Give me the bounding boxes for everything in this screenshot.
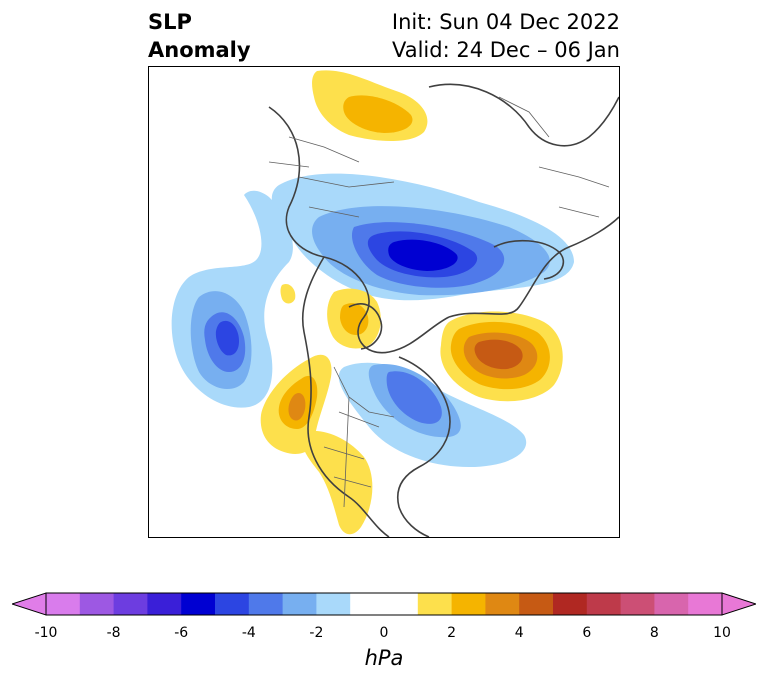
colorbar-segment: [282, 593, 317, 615]
low-anomaly-atlantic: [171, 190, 293, 408]
forecast-dates: Init: Sun 04 Dec 2022 Valid: 24 Dec – 06…: [392, 8, 620, 64]
colorbar-segment: [46, 593, 81, 615]
colorbar-segment: [384, 593, 419, 615]
political-borders: [268, 96, 610, 508]
colorbar-extend-high: [721, 592, 756, 616]
high-anomaly-west-coast: [260, 354, 332, 454]
colorbar-segment: [417, 593, 453, 615]
init-date: Init: Sun 04 Dec 2022: [391, 10, 620, 34]
colorbar-segment: [654, 593, 689, 615]
colorbar-segment: [181, 593, 216, 615]
title-anomaly: Anomaly: [148, 38, 251, 62]
high-anomaly-us: [301, 430, 373, 535]
colorbar-tick-label: 4: [514, 625, 524, 641]
colorbar-tick-label: 0: [379, 625, 389, 641]
colorbar-segment: [451, 593, 486, 615]
colorbar-segment: [113, 593, 148, 615]
map-title: SLP Anomaly: [148, 8, 251, 64]
colorbar-tick-label: -10: [34, 625, 58, 641]
colorbar-segments: [46, 593, 723, 615]
high-anomaly-north-africa: [312, 70, 428, 141]
colorbar-tick-label: -6: [174, 625, 189, 641]
colorbar-tick-label: 2: [447, 625, 457, 641]
colorbar-extend-low: [12, 592, 47, 616]
colorbar-segment: [688, 593, 723, 615]
high-anomaly-bering: [440, 311, 563, 402]
colorbar-tick-label: 8: [649, 625, 659, 641]
colorbar-segment: [620, 593, 655, 615]
colorbar-segment: [316, 593, 351, 615]
colorbar-segment: [215, 593, 250, 615]
valid-range: Valid: 24 Dec – 06 Jan: [391, 38, 620, 62]
colorbar-segment: [147, 593, 182, 615]
colorbar-unit: hPa: [364, 646, 404, 670]
colorbar-segment: [248, 593, 284, 615]
colorbar-tick-label: 6: [582, 625, 592, 641]
low-anomaly-europe: [271, 173, 574, 301]
colorbar-segment: [519, 593, 554, 615]
colorbar-tick-label: -8: [106, 625, 121, 641]
map-svg: [171, 70, 619, 537]
colorbar: [12, 592, 756, 616]
colorbar-segment: [553, 593, 588, 615]
colorbar-tick-label: -4: [241, 625, 256, 641]
colorbar-outline: [45, 592, 723, 616]
high-anomaly-greenland: [280, 283, 381, 349]
title-variable: SLP: [148, 10, 192, 34]
colorbar-segment: [350, 593, 385, 615]
colorbar-segment: [79, 593, 115, 615]
low-anomaly-canada: [338, 362, 527, 467]
colorbar-tick-label: -2: [309, 625, 324, 641]
colorbar-tick-label: 10: [713, 625, 731, 641]
colorbar-segment: [485, 593, 520, 615]
coastlines: [268, 83, 619, 537]
colorbar-segment: [586, 593, 622, 615]
anomaly-map: [148, 66, 620, 538]
